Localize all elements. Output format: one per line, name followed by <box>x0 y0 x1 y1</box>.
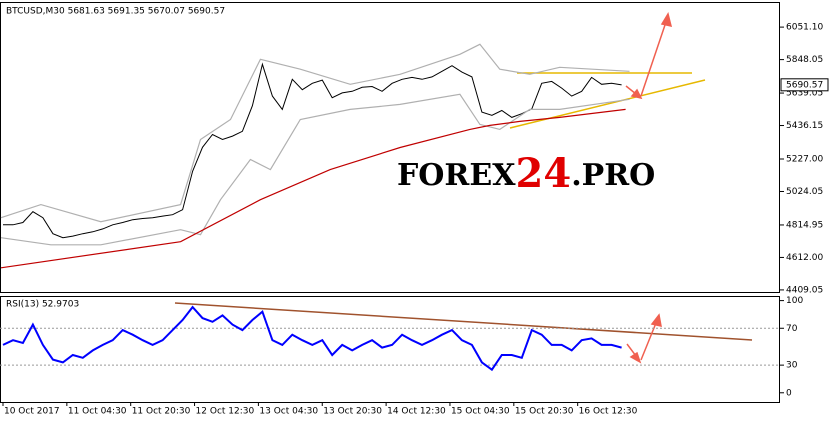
y-tick-label: 4814.95 <box>786 220 823 230</box>
x-tick-label: 10 Oct 2017 <box>4 407 60 417</box>
x-tick-label: 15 Oct 20:30 <box>515 407 574 417</box>
watermark-part: 24 <box>516 150 572 197</box>
support-line <box>509 79 706 129</box>
x-tick-label: 16 Oct 12:30 <box>579 407 638 417</box>
x-tick-label: 13 Oct 04:30 <box>259 407 318 417</box>
x-tick-label: 11 Oct 20:30 <box>132 407 191 417</box>
watermark-part: FOREX <box>397 158 516 193</box>
y-tick-label: 4612.00 <box>786 253 823 263</box>
y-tick-label: 30 <box>786 361 798 371</box>
rsi-trend-line <box>174 302 753 341</box>
watermark: FOREX24.PRO <box>397 150 655 197</box>
series-line <box>0 43 630 223</box>
series-line <box>0 108 626 269</box>
x-tick-label: 12 Oct 12:30 <box>196 407 255 417</box>
last-price-label: 5690.57 <box>786 80 823 90</box>
y-tick-label: 100 <box>786 296 803 306</box>
y-tick-label: 5227.00 <box>786 155 823 165</box>
price-panel <box>0 2 780 293</box>
last-price-box <box>780 78 829 92</box>
y-tick-label: 5639.05 <box>786 89 823 99</box>
y-tick-label: 5436.15 <box>786 121 823 131</box>
watermark-part: .PRO <box>571 158 655 193</box>
chart-title: BTCUSD,M30 5681.63 5691.35 5670.07 5690.… <box>6 7 225 17</box>
y-tick-label: 5024.05 <box>786 187 823 197</box>
y-tick-label: 4409.05 <box>786 285 823 295</box>
rsi-title: RSI(13) 52.9703 <box>6 300 79 310</box>
x-tick-label: 11 Oct 04:30 <box>68 407 127 417</box>
series-line <box>3 62 622 239</box>
y-tick-label: 70 <box>786 324 798 334</box>
arrows <box>625 12 673 364</box>
y-tick-label: 6051.10 <box>786 23 823 33</box>
y-tick-label: 5848.05 <box>786 55 823 65</box>
y-tick-label: 0 <box>786 388 792 398</box>
x-tick-label: 14 Oct 12:30 <box>387 407 446 417</box>
rsi-panel <box>0 296 780 403</box>
x-tick-label: 13 Oct 20:30 <box>323 407 382 417</box>
x-tick-label: 15 Oct 04:30 <box>451 407 510 417</box>
series-line <box>2 305 622 372</box>
